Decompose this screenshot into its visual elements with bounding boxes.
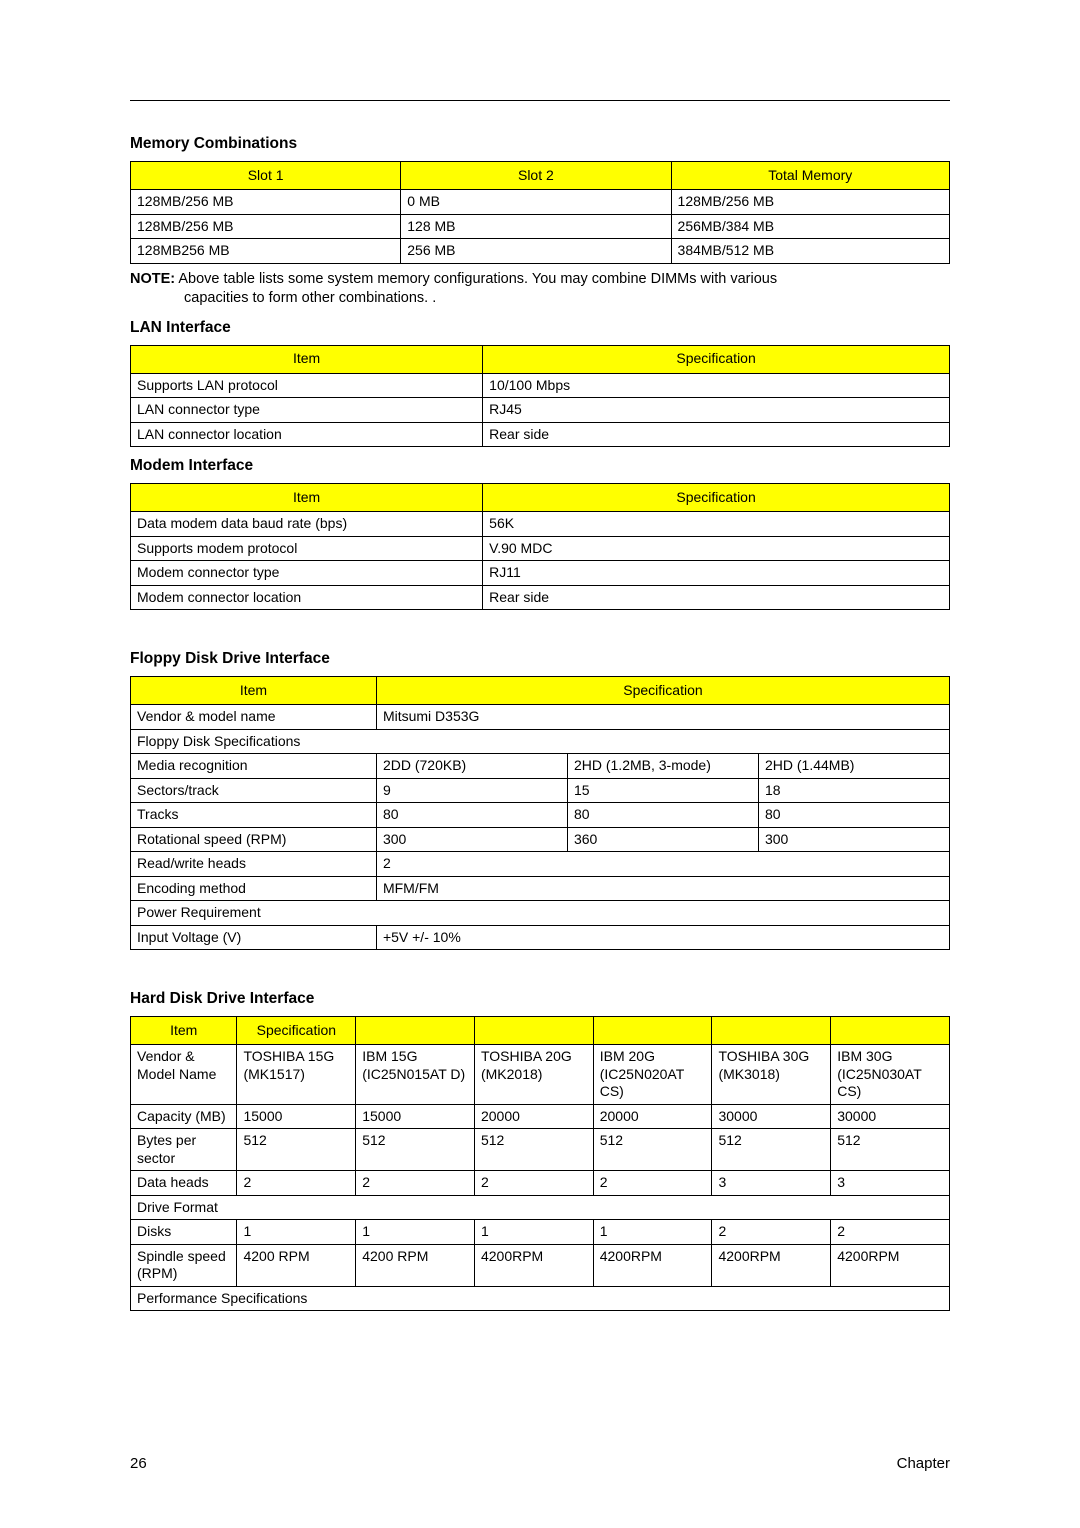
page-number: 26	[130, 1455, 147, 1472]
floppy-table: Item Specification Vendor & model nameMi…	[130, 676, 950, 950]
table-row: Data heads222233	[131, 1171, 950, 1196]
hdd-h2	[356, 1017, 475, 1045]
table-row: Input Voltage (V)+5V +/- 10%	[131, 925, 950, 950]
table-row: 128MB256 MB256 MB384MB/512 MB	[131, 239, 950, 264]
floppy-h1: Specification	[376, 677, 949, 705]
chapter-label: Chapter	[897, 1455, 950, 1472]
floppy-title: Floppy Disk Drive Interface	[130, 650, 950, 668]
note-line2: capacities to form other combinations. .	[184, 289, 950, 309]
memcomb-table: Slot 1 Slot 2 Total Memory 128MB/256 MB0…	[130, 161, 950, 264]
lan-h0: Item	[131, 345, 483, 373]
table-row: Drive Format	[131, 1195, 950, 1220]
table-row: Capacity (MB)150001500020000200003000030…	[131, 1104, 950, 1129]
hdd-h1: Specification	[237, 1017, 356, 1045]
memcomb-h2: Total Memory	[671, 162, 949, 190]
modem-h1: Specification	[483, 484, 950, 512]
table-row: LAN connector locationRear side	[131, 422, 950, 447]
top-rule	[130, 100, 950, 101]
table-row: Encoding methodMFM/FM	[131, 876, 950, 901]
table-row: Disks111122	[131, 1220, 950, 1245]
table-row: Vendor & model nameMitsumi D353G	[131, 705, 950, 730]
memcomb-title: Memory Combinations	[130, 135, 950, 153]
hdd-h3	[474, 1017, 593, 1045]
modem-table: Item Specification Data modem data baud …	[130, 483, 950, 610]
page-footer: 26 Chapter	[130, 1455, 950, 1472]
modem-h0: Item	[131, 484, 483, 512]
table-row: Tracks808080	[131, 803, 950, 828]
table-row: Modem connector typeRJ11	[131, 561, 950, 586]
table-row: Vendor & Model NameTOSHIBA 15G (MK1517)I…	[131, 1045, 950, 1105]
memcomb-h0: Slot 1	[131, 162, 401, 190]
table-row: Supports LAN protocol10/100 Mbps	[131, 373, 950, 398]
table-row: Media recognition2DD (720KB)2HD (1.2MB, …	[131, 754, 950, 779]
floppy-h0: Item	[131, 677, 377, 705]
hdd-h5	[712, 1017, 831, 1045]
hdd-title: Hard Disk Drive Interface	[130, 990, 950, 1008]
note-label: NOTE:	[130, 271, 175, 287]
lan-h1: Specification	[483, 345, 950, 373]
table-row: Spindle speed (RPM)4200 RPM4200 RPM4200R…	[131, 1244, 950, 1286]
memcomb-note: NOTE: Above table lists some system memo…	[130, 270, 950, 309]
table-row: Modem connector locationRear side	[131, 585, 950, 610]
hdd-h6	[831, 1017, 950, 1045]
table-row: Supports modem protocolV.90 MDC	[131, 536, 950, 561]
table-row: Rotational speed (RPM)300360300	[131, 827, 950, 852]
hdd-h4	[593, 1017, 712, 1045]
hdd-table: Item Specification Vendor & Model NameTO…	[130, 1016, 950, 1311]
table-row: Sectors/track91518	[131, 778, 950, 803]
table-row: Power Requirement	[131, 901, 950, 926]
table-row: Data modem data baud rate (bps)56K	[131, 512, 950, 537]
table-row: Floppy Disk Specifications	[131, 729, 950, 754]
table-row: 128MB/256 MB0 MB128MB/256 MB	[131, 190, 950, 215]
table-row: Bytes per sector512512512512512512	[131, 1129, 950, 1171]
table-row: 128MB/256 MB128 MB256MB/384 MB	[131, 214, 950, 239]
note-line1: Above table lists some system memory con…	[175, 271, 777, 287]
hdd-h0: Item	[131, 1017, 237, 1045]
table-row: Performance Specifications	[131, 1286, 950, 1311]
lan-table: Item Specification Supports LAN protocol…	[130, 345, 950, 448]
memcomb-h1: Slot 2	[401, 162, 671, 190]
table-row: Read/write heads2	[131, 852, 950, 877]
modem-title: Modem Interface	[130, 457, 950, 475]
lan-title: LAN Interface	[130, 319, 950, 337]
table-row: LAN connector typeRJ45	[131, 398, 950, 423]
